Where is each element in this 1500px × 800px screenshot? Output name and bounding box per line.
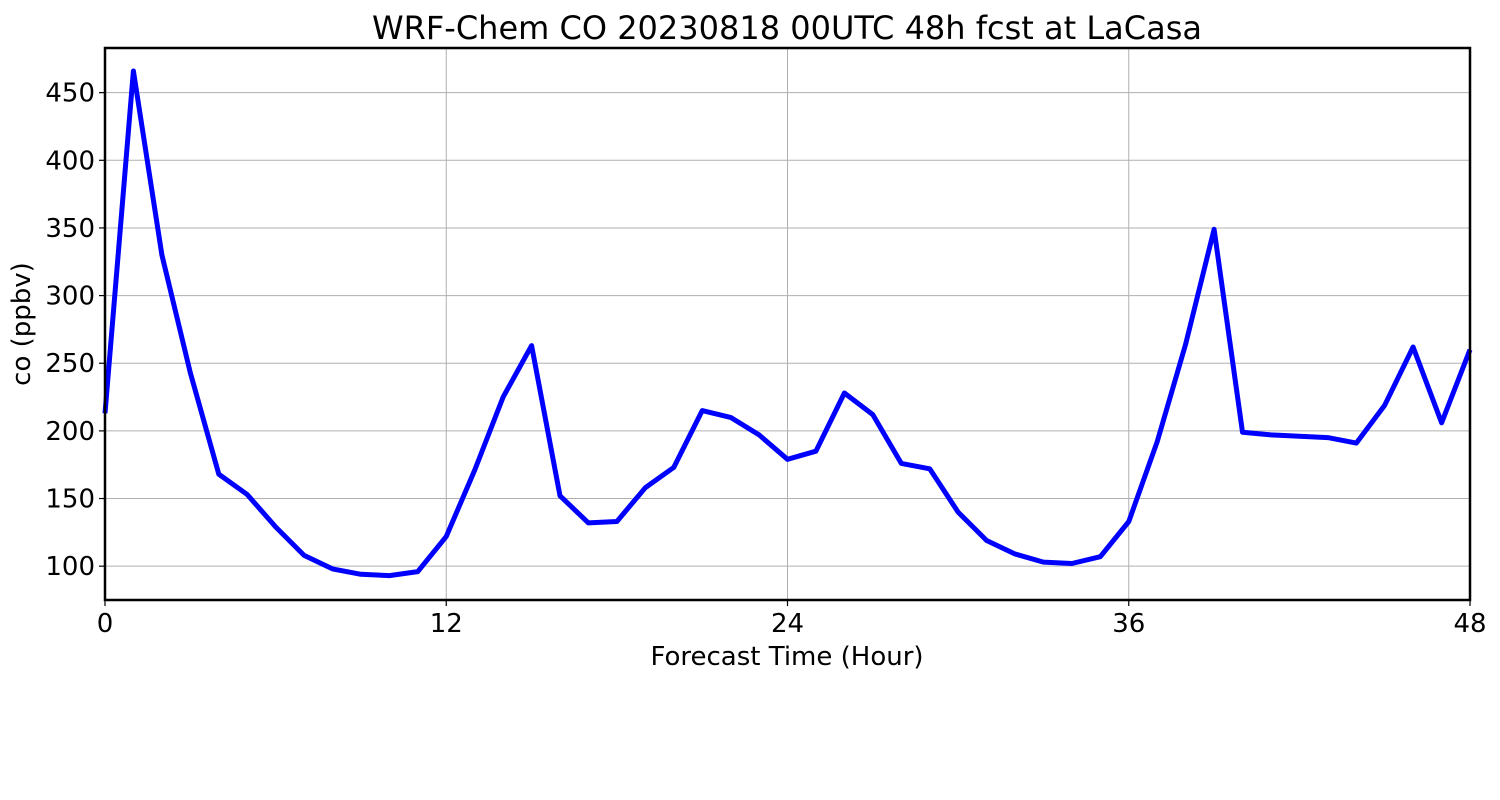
x-tick-label: 36 [1112, 609, 1145, 639]
y-tick-label: 300 [45, 282, 95, 312]
x-tick-label: 48 [1453, 609, 1486, 639]
chart-title: WRF-Chem CO 20230818 00UTC 48h fcst at L… [372, 9, 1202, 47]
grid-layer [104, 48, 1471, 600]
y-tick-label: 150 [45, 485, 95, 515]
series-line [102, 68, 1473, 579]
y-axis-label: co (ppbv) [7, 262, 37, 386]
x-tick-label: 12 [430, 609, 463, 639]
x-axis-label: Forecast Time (Hour) [650, 642, 923, 672]
y-tick-label: 200 [45, 417, 95, 447]
y-tick-label: 450 [45, 79, 95, 109]
y-tick-label: 350 [45, 214, 95, 244]
x-tick-label: 24 [771, 609, 804, 639]
y-tick-label: 400 [45, 146, 95, 176]
y-tick-label: 250 [45, 349, 95, 379]
line-layer [102, 68, 1473, 579]
tick-layer: 0 12 24 36 48 100 150 200 250 300 350 400 450 [45, 79, 1486, 639]
x-tick-label: 0 [97, 609, 114, 639]
y-tick-label: 100 [45, 552, 95, 582]
